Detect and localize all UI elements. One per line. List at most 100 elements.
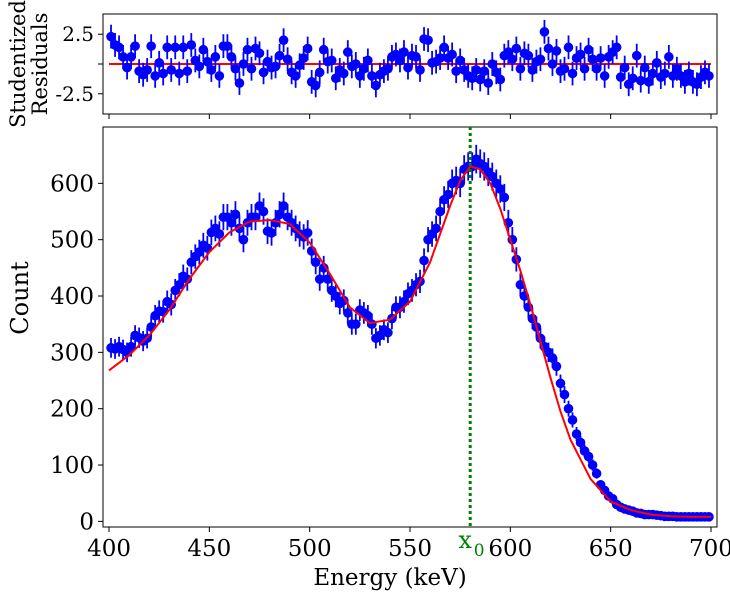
residual-point bbox=[198, 44, 209, 55]
data-point bbox=[555, 378, 566, 389]
data-point bbox=[363, 310, 373, 321]
residual-point bbox=[439, 42, 449, 53]
residual-point bbox=[591, 63, 602, 74]
data-point bbox=[322, 274, 333, 284]
residual-point bbox=[274, 50, 285, 61]
residual-point bbox=[290, 71, 301, 81]
residual-point bbox=[170, 42, 181, 53]
residual-point bbox=[395, 55, 405, 66]
residual-point bbox=[471, 65, 482, 75]
residual-point bbox=[652, 58, 662, 68]
residual-point bbox=[174, 68, 185, 79]
residuals-ytick-label: 2.5 bbox=[62, 22, 94, 46]
residual-point bbox=[547, 59, 558, 69]
residual-point bbox=[539, 27, 550, 37]
residual-point bbox=[150, 71, 160, 81]
main-xtick-label: 400 bbox=[87, 536, 131, 562]
data-point bbox=[575, 437, 586, 448]
residual-point bbox=[583, 44, 594, 55]
main-ytick-label: 0 bbox=[79, 509, 94, 535]
residual-point bbox=[367, 71, 377, 81]
main-plot-frame bbox=[102, 126, 718, 528]
data-point bbox=[250, 212, 261, 222]
residual-point bbox=[246, 63, 257, 74]
residual-point bbox=[226, 52, 237, 62]
main-xtick-label: 500 bbox=[288, 536, 332, 562]
residual-point bbox=[643, 77, 654, 87]
residual-point bbox=[302, 43, 313, 54]
main-ytick-label: 500 bbox=[50, 228, 94, 254]
residual-point bbox=[318, 44, 329, 55]
residuals-x-axis bbox=[108, 114, 712, 119]
data-point bbox=[174, 279, 185, 290]
residual-point bbox=[435, 53, 445, 63]
data-point bbox=[310, 257, 321, 268]
residual-point bbox=[611, 42, 622, 53]
data-point bbox=[238, 234, 249, 245]
residual-point bbox=[559, 63, 570, 74]
residual-point bbox=[507, 54, 518, 65]
data-point bbox=[547, 353, 558, 363]
residual-point bbox=[704, 71, 714, 81]
residual-point bbox=[467, 73, 478, 84]
residual-point bbox=[118, 52, 128, 62]
residual-point bbox=[680, 77, 690, 87]
data-point bbox=[495, 184, 506, 194]
data-point bbox=[587, 460, 598, 470]
residual-point bbox=[330, 73, 341, 84]
data-point bbox=[258, 206, 269, 217]
main-xtick-label: 650 bbox=[589, 536, 633, 562]
data-point bbox=[551, 361, 562, 372]
residuals-points bbox=[106, 19, 714, 98]
residual-point bbox=[403, 62, 413, 73]
residual-point bbox=[194, 61, 205, 72]
residual-point bbox=[238, 59, 249, 69]
data-point bbox=[571, 429, 582, 439]
data-point bbox=[431, 223, 441, 234]
data-point bbox=[443, 189, 453, 200]
main-ytick-label: 300 bbox=[50, 340, 94, 366]
residual-point bbox=[483, 78, 494, 88]
residual-point bbox=[355, 71, 365, 81]
data-point bbox=[435, 206, 445, 217]
residual-point bbox=[326, 55, 337, 66]
residual-point bbox=[619, 62, 630, 73]
residual-point bbox=[282, 54, 293, 65]
main-ytick-label: 400 bbox=[50, 284, 94, 310]
residual-point bbox=[242, 44, 253, 55]
residual-point bbox=[230, 63, 241, 74]
residual-point bbox=[411, 52, 421, 62]
residual-point bbox=[491, 67, 502, 78]
data-point bbox=[559, 389, 570, 400]
residuals-y-axis: -2.5 2.5 bbox=[55, 22, 103, 106]
main-xtick-label: 450 bbox=[187, 536, 231, 562]
residual-point bbox=[563, 42, 574, 53]
data-point bbox=[342, 308, 353, 318]
main-x-axis: 400 450 500 550 600 650 700 bbox=[87, 527, 730, 562]
residual-point bbox=[635, 75, 646, 86]
main-ytick-label: 600 bbox=[50, 171, 94, 197]
data-point bbox=[214, 229, 225, 239]
residual-point bbox=[186, 40, 197, 50]
residual-point bbox=[359, 63, 369, 74]
main-fit-curve bbox=[108, 165, 711, 518]
residual-point bbox=[447, 49, 457, 60]
residual-point bbox=[627, 73, 638, 84]
residual-point bbox=[154, 58, 164, 68]
residuals-ylabel-line1: Studentized bbox=[6, 0, 30, 128]
data-point bbox=[318, 263, 329, 273]
residual-point bbox=[342, 47, 353, 57]
residual-point bbox=[338, 68, 349, 79]
residual-point bbox=[567, 68, 578, 79]
main-data-points bbox=[106, 144, 714, 522]
residual-point bbox=[399, 47, 409, 57]
residual-point bbox=[475, 74, 486, 85]
residual-point bbox=[631, 50, 642, 61]
residual-point bbox=[214, 71, 225, 81]
data-point bbox=[230, 209, 241, 220]
main-xtick-label: 700 bbox=[689, 536, 730, 562]
residual-point bbox=[599, 71, 610, 81]
main-ylabel: Count bbox=[6, 261, 34, 335]
main-ytick-label: 200 bbox=[50, 397, 94, 423]
